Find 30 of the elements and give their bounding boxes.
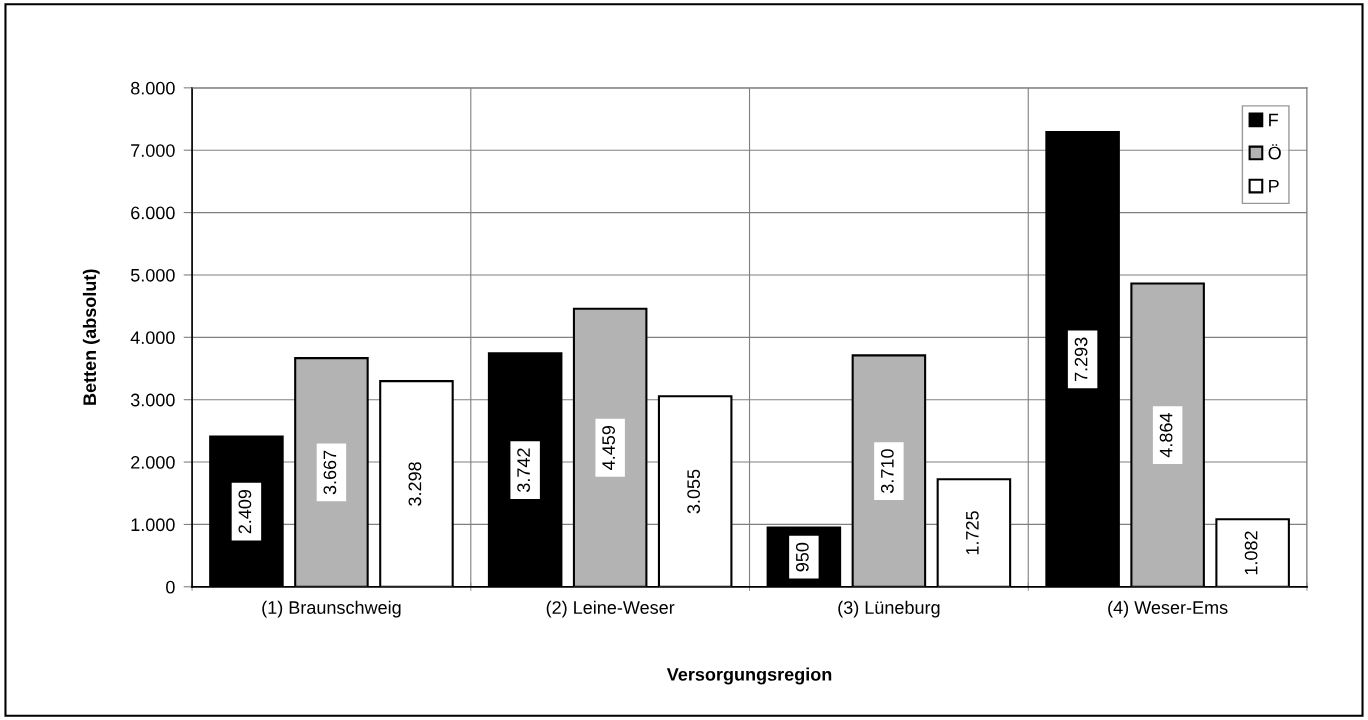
data-label: 3.055 <box>687 469 701 514</box>
y-tick-label: 7.000 <box>131 144 175 157</box>
data-label: 2.409 <box>238 489 252 534</box>
x-tick-label: (2) Leine-Weser <box>546 600 675 618</box>
data-label: 7.293 <box>1074 337 1088 382</box>
data-label: 1.082 <box>1244 531 1258 575</box>
data-label: 3.742 <box>517 448 530 493</box>
y-tick-label: 6.000 <box>131 206 175 220</box>
y-tick-label: 2.000 <box>131 455 175 469</box>
y-tick-label: 0 <box>166 580 175 594</box>
data-label: 4.459 <box>602 426 616 470</box>
data-label: 4.864 <box>1159 413 1173 458</box>
data-label: 3.667 <box>323 450 337 495</box>
x-tick-label: (3) Lüneburg <box>838 600 940 618</box>
data-label: 3.298 <box>408 462 422 506</box>
data-label: 950 <box>795 542 809 572</box>
y-tick-label: 5.000 <box>130 268 175 282</box>
legend-label: F <box>1269 113 1278 127</box>
y-tick-label: 8.000 <box>131 81 175 95</box>
legend-label: Ö <box>1268 144 1281 160</box>
y-tick-label: 1.000 <box>131 518 175 532</box>
legend-label: P <box>1269 179 1279 193</box>
data-label: 3.710 <box>880 449 894 493</box>
y-tick-label: 4.000 <box>130 331 175 345</box>
y-axis-title: Betten (absolut) <box>82 269 100 405</box>
x-tick-label: (4) Weser-Ems <box>1108 600 1228 618</box>
x-axis-title: Versorgungsregion <box>666 667 832 685</box>
data-label: 1.725 <box>965 511 979 555</box>
x-tick-label: (1) Braunschweig <box>262 600 401 618</box>
y-tick-label: 3.000 <box>130 393 175 407</box>
